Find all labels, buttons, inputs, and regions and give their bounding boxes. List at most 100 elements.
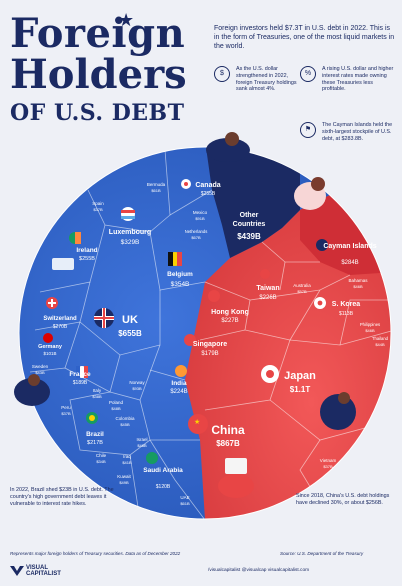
value-brazil: $217B (87, 440, 103, 446)
flag-china-icon (188, 414, 208, 434)
person-left (14, 378, 50, 406)
visual-capitalist-logo-icon (10, 566, 24, 576)
value-chile: $34B (96, 459, 106, 464)
label-france: France (69, 371, 91, 378)
tablet-illustration (225, 458, 247, 474)
label-netherlands: Netherlands (185, 229, 208, 234)
label-skorea: S. Korea (332, 301, 361, 308)
dollar-icon: $ (214, 66, 230, 82)
value-luxembourg: $329B (121, 239, 140, 246)
label-vietnam: Vietnam (320, 458, 337, 463)
cell-other-countries (205, 147, 300, 258)
value-canada: $255B (201, 191, 216, 197)
value-hongkong: $227B (221, 318, 238, 324)
value-singapore: $179B (201, 351, 218, 357)
value-peru: $37B (61, 411, 71, 416)
phone-illustration (52, 258, 74, 270)
region-red (185, 195, 391, 519)
value-taiwan: $226B (259, 295, 276, 301)
value-iraq: $41B (122, 460, 132, 465)
label-other-countries-2: Countries (233, 221, 266, 228)
person-suit-top (206, 138, 250, 162)
label-uk: UK (122, 314, 138, 326)
value-vietnam: $37B (323, 464, 333, 469)
value-other-countries: $439B (237, 232, 261, 241)
label-brazil: Brazil (86, 431, 104, 438)
label-bermuda: Bermuda (147, 182, 166, 187)
value-netherlands: $67B (191, 235, 201, 240)
flag-taiwan-icon (260, 269, 270, 279)
label-italy: Italy (93, 388, 102, 393)
value-poland: $48B (111, 406, 121, 411)
value-australia: $57B (297, 289, 307, 294)
label-peru: Peru (61, 405, 71, 410)
footer-note: Represents major foreign holders of Trea… (10, 551, 181, 556)
value-israel: $48B (137, 443, 147, 448)
flag-germany-icon (43, 333, 53, 343)
label-colombia: Colombia (115, 416, 135, 421)
flag-saudi-icon (146, 452, 158, 464)
note-brazil: In 2022, Brazil shed $23B in U.S. debt. … (10, 487, 114, 507)
label-poland: Poland (109, 400, 124, 405)
label-hongkong: Hong Kong (211, 309, 249, 316)
label-bahamas: Bahamas (348, 278, 368, 283)
label-iraq: Iraq (123, 454, 131, 459)
value-cayman: $284B (341, 260, 358, 266)
flag-singapore-icon (184, 334, 196, 346)
value-skorea: $113B (339, 311, 354, 317)
label-norway: Norway (129, 380, 145, 385)
label-taiwan: Taiwan (256, 285, 279, 292)
value-germany: $101B (43, 351, 56, 356)
flags: ★ (43, 179, 328, 464)
value-thailand: $44B (375, 342, 385, 347)
svg-text:★: ★ (194, 418, 200, 426)
value-philippines: $46B (365, 328, 375, 333)
intro-text: Foreign investors held $7.3T in U.S. deb… (214, 25, 395, 50)
footer-source: Source: U.S. Department of the Treasury (280, 551, 364, 556)
label-sweden: Sweden (32, 364, 49, 369)
page-title: Foreign Holders OF U.S. DEBT (10, 14, 200, 130)
label-india: India (171, 380, 187, 387)
note-dollar: $ As the U.S. dollar strengthened in 202… (214, 66, 304, 93)
flag-hongkong-icon (208, 290, 220, 302)
label-chile: Chile (96, 453, 107, 458)
note-rates-text: A rising U.S. dollar and higher interest… (322, 66, 394, 93)
chart-outline (18, 146, 392, 520)
value-mexico: $91B (195, 216, 205, 221)
label-ireland: Ireland (76, 247, 97, 254)
title-line-3: OF U.S. DEBT (10, 100, 185, 126)
value-colombia: $45B (120, 422, 130, 427)
brand-line-2: CAPITALIST (26, 571, 61, 577)
social-links[interactable]: /visualcapitalist @visualcap visualcapit… (208, 568, 310, 573)
label-saudi-arabia: Saudi Arabia (143, 467, 183, 474)
flag-cayman-icon (316, 239, 328, 251)
star-icon: ★ (118, 10, 135, 30)
value-switzerland: $270B (53, 324, 68, 330)
value-china: $867B (216, 439, 240, 448)
flag-icon: ⚑ (300, 122, 316, 138)
label-belgium: Belgium (167, 271, 193, 278)
label-uae: UAE (180, 495, 189, 500)
value-bermuda: $61B (151, 188, 161, 193)
value-ireland: $255B (79, 256, 95, 262)
brand-line-1: VISUAL (26, 565, 49, 571)
value-norway: $93B (132, 386, 142, 391)
value-saudi-arabia: $120B (156, 484, 171, 490)
value-france: $189B (73, 380, 88, 386)
value-japan: $1.1T (290, 385, 311, 394)
person-right (320, 394, 356, 430)
label-canada: Canada (195, 182, 220, 189)
label-germany: Germany (38, 344, 63, 350)
label-mexico: Mexico (193, 210, 208, 215)
label-switzerland: Switzerland (43, 316, 77, 322)
label-australia: Australia (293, 283, 311, 288)
label-luxembourg: Luxembourg (109, 229, 151, 236)
cell-borders (29, 149, 391, 519)
note-cayman: ⚑ The Cayman Islands held the sixth-larg… (300, 122, 396, 142)
title-line-2: Holders (10, 51, 187, 98)
percent-icon: % (300, 66, 316, 82)
value-india: $224B (170, 389, 187, 395)
brand-logo: VISUAL CAPITALIST (26, 565, 61, 577)
value-uae: $61B (180, 501, 190, 506)
